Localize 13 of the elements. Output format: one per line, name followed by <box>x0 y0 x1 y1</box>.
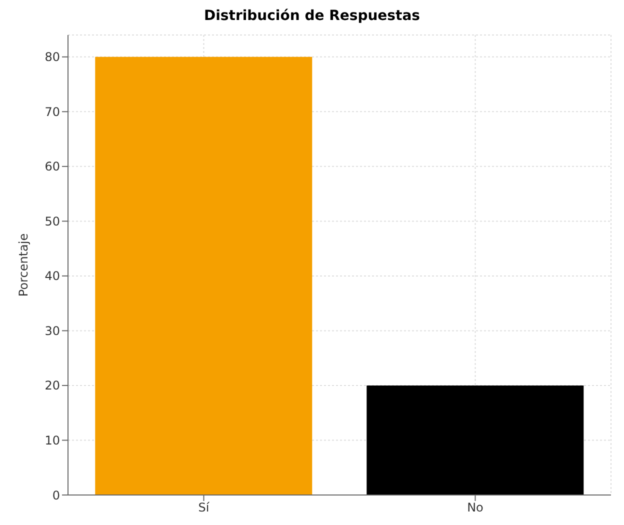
x-tick-label: No <box>467 500 484 515</box>
x-tick-label: Sí <box>198 500 210 515</box>
y-tick-label: 40 <box>44 269 60 284</box>
y-tick-label: 30 <box>44 324 60 338</box>
y-tick-label: 70 <box>44 104 60 119</box>
y-axis-title: Porcentaje <box>16 233 30 297</box>
y-tick-label: 0 <box>52 488 60 502</box>
y-tick-label: 10 <box>44 434 60 448</box>
y-tick-label: 50 <box>44 214 60 228</box>
chart-title: Distribución de Respuestas <box>203 8 421 26</box>
y-tick-label: 80 <box>44 50 60 64</box>
y-tick-label: 60 <box>44 160 60 174</box>
y-tick-label: 20 <box>44 378 60 393</box>
